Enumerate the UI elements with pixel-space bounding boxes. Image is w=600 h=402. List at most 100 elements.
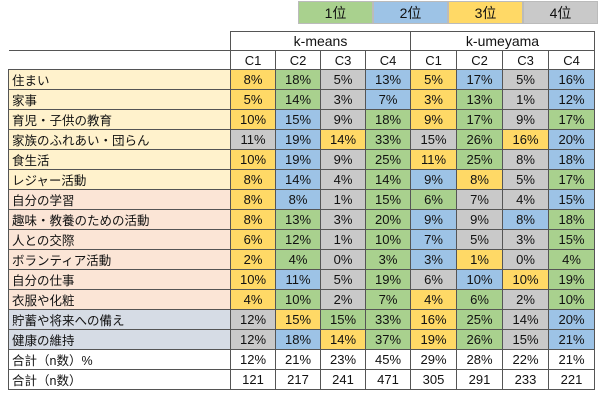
col-header: C1 xyxy=(230,50,276,70)
legend-rank-3: 3位 xyxy=(448,1,523,24)
value-cell: 6% xyxy=(230,229,276,250)
row-label: 自分の学習 xyxy=(8,189,231,210)
legend-rank-1: 1位 xyxy=(298,1,373,24)
table-row: 食生活 10% 19% 9% 25% 11% 25% 8% 18% xyxy=(8,149,595,170)
col-header: C4 xyxy=(365,50,411,70)
col-header: C1 xyxy=(410,50,457,70)
value-cell: 9% xyxy=(410,209,457,230)
row-label: 人との交際 xyxy=(8,229,231,250)
value-cell: 4% xyxy=(548,249,595,270)
value-cell: 241 xyxy=(320,369,366,390)
value-cell: 33% xyxy=(365,309,411,330)
row-label: 趣味・教養のための活動 xyxy=(8,209,231,230)
table-body: 住まい 8% 18% 5% 13% 5% 17% 5% 16% 家事 5% 14% 3% 7% 3% 13% 1… xyxy=(8,69,595,390)
value-cell: 471 xyxy=(365,369,411,390)
value-cell: 6% xyxy=(410,189,457,210)
row-label: 家族のふれあい・団らん xyxy=(8,129,231,150)
value-cell: 26% xyxy=(456,129,503,150)
value-cell: 221 xyxy=(548,369,595,390)
group-header-kmeans: k-means xyxy=(230,31,411,51)
col-header: C3 xyxy=(320,50,366,70)
value-cell: 23% xyxy=(320,349,366,370)
table-row: 住まい 8% 18% 5% 13% 5% 17% 5% 16% xyxy=(8,69,595,90)
value-cell: 15% xyxy=(275,109,321,130)
value-cell: 1% xyxy=(456,249,503,270)
col-header: C4 xyxy=(548,50,595,70)
row-label: 合計（n数）% xyxy=(8,349,231,370)
value-cell: 20% xyxy=(548,309,595,330)
value-cell: 5% xyxy=(320,269,366,290)
value-cell: 10% xyxy=(456,269,503,290)
value-cell: 4% xyxy=(502,189,549,210)
corner-blank xyxy=(8,31,231,51)
table-row: 健康の維持 12% 18% 14% 37% 19% 26% 15% 21% xyxy=(8,329,595,350)
value-cell: 14% xyxy=(275,89,321,110)
value-cell: 8% xyxy=(502,149,549,170)
value-cell: 6% xyxy=(410,269,457,290)
value-cell: 15% xyxy=(548,189,595,210)
value-cell: 3% xyxy=(502,229,549,250)
value-cell: 9% xyxy=(456,209,503,230)
value-cell: 12% xyxy=(548,89,595,110)
value-cell: 291 xyxy=(456,369,503,390)
value-cell: 5% xyxy=(456,229,503,250)
value-cell: 25% xyxy=(365,149,411,170)
value-cell: 3% xyxy=(410,249,457,270)
value-cell: 3% xyxy=(365,249,411,270)
value-cell: 11% xyxy=(230,129,276,150)
value-cell: 8% xyxy=(230,189,276,210)
value-cell: 9% xyxy=(320,109,366,130)
value-cell: 21% xyxy=(275,349,321,370)
value-cell: 12% xyxy=(230,329,276,350)
value-cell: 121 xyxy=(230,369,276,390)
value-cell: 8% xyxy=(230,69,276,90)
value-cell: 15% xyxy=(502,329,549,350)
value-cell: 9% xyxy=(410,109,457,130)
col-header: C3 xyxy=(502,50,549,70)
row-label: 衣服や化粧 xyxy=(8,289,231,310)
value-cell: 5% xyxy=(230,89,276,110)
value-cell: 6% xyxy=(456,289,503,310)
value-cell: 10% xyxy=(365,229,411,250)
value-cell: 16% xyxy=(410,309,457,330)
value-cell: 12% xyxy=(230,349,276,370)
value-cell: 16% xyxy=(548,69,595,90)
table-row: 合計（n数）% 12% 21% 23% 45% 29% 28% 22% 21% xyxy=(8,349,595,370)
value-cell: 8% xyxy=(230,209,276,230)
value-cell: 9% xyxy=(502,109,549,130)
value-cell: 3% xyxy=(320,209,366,230)
cluster-table: k-means k-umeyama C1 C2 C3 C4 C1 C2 C3 C… xyxy=(8,31,595,390)
value-cell: 4% xyxy=(410,289,457,310)
value-cell: 18% xyxy=(275,69,321,90)
value-cell: 21% xyxy=(548,349,595,370)
value-cell: 15% xyxy=(365,189,411,210)
table-row: 趣味・教養のための活動 8% 13% 3% 20% 9% 9% 8% 18% xyxy=(8,209,595,230)
value-cell: 3% xyxy=(320,89,366,110)
value-cell: 19% xyxy=(365,269,411,290)
value-cell: 20% xyxy=(548,129,595,150)
col-header: C2 xyxy=(275,50,321,70)
value-cell: 11% xyxy=(410,149,457,170)
corner-blank xyxy=(8,50,231,70)
value-cell: 19% xyxy=(410,329,457,350)
table-row: 自分の学習 8% 8% 1% 15% 6% 7% 4% 15% xyxy=(8,189,595,210)
value-cell: 19% xyxy=(275,149,321,170)
value-cell: 10% xyxy=(230,149,276,170)
value-cell: 12% xyxy=(230,309,276,330)
value-cell: 233 xyxy=(502,369,549,390)
group-header-kumeyama: k-umeyama xyxy=(410,31,595,51)
col-header: C2 xyxy=(456,50,503,70)
value-cell: 25% xyxy=(456,309,503,330)
value-cell: 305 xyxy=(410,369,457,390)
row-label: 自分の仕事 xyxy=(8,269,231,290)
value-cell: 10% xyxy=(230,269,276,290)
table-row: ボランティア活動 2% 4% 0% 3% 3% 1% 0% 4% xyxy=(8,249,595,270)
row-label: 合計（n数） xyxy=(8,369,231,390)
value-cell: 8% xyxy=(275,189,321,210)
row-label: レジャー活動 xyxy=(8,169,231,190)
value-cell: 7% xyxy=(410,229,457,250)
table-row: 合計（n数） 121 217 241 471 305 291 233 221 xyxy=(8,369,595,390)
value-cell: 14% xyxy=(365,169,411,190)
value-cell: 10% xyxy=(230,109,276,130)
value-cell: 4% xyxy=(320,169,366,190)
